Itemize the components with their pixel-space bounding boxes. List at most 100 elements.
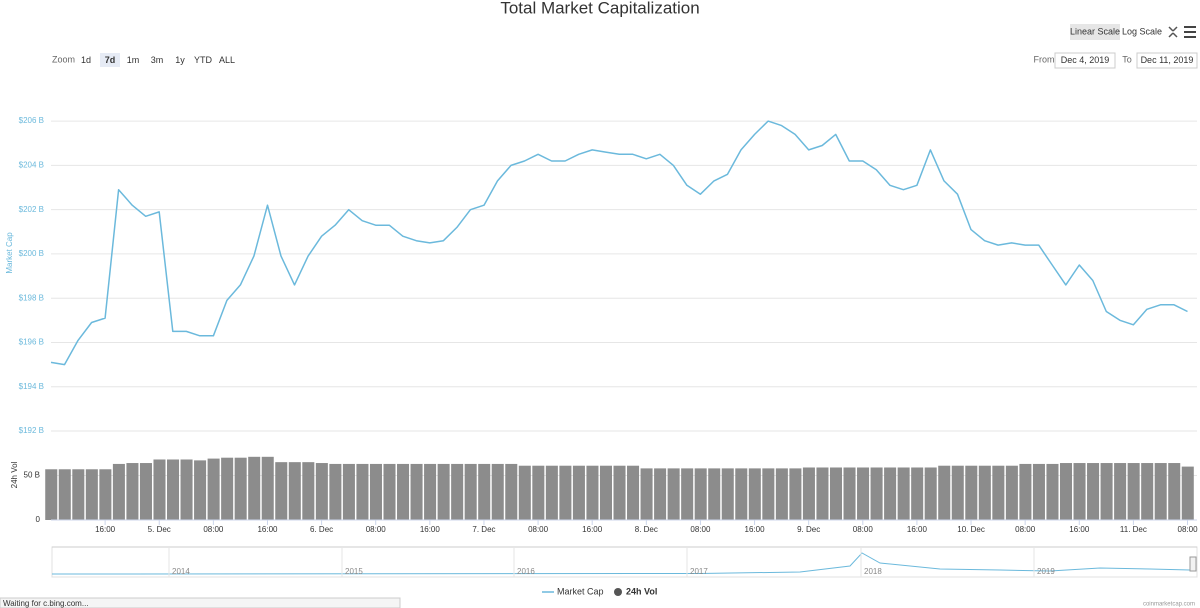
volume-bar <box>194 460 207 520</box>
volume-bar <box>221 457 234 520</box>
volume-bar <box>45 469 58 520</box>
volume-bar <box>775 468 788 520</box>
volume-bar <box>72 469 85 520</box>
navigator-handle[interactable] <box>1189 556 1197 572</box>
navigator-line <box>51 552 1191 575</box>
volume-bar <box>721 468 734 520</box>
volume-bar <box>356 463 369 520</box>
volume-bar <box>816 467 829 520</box>
volume-bar <box>748 468 761 520</box>
volume-bar <box>978 465 991 520</box>
volume-bar <box>1005 465 1018 520</box>
volume-bar <box>640 468 653 520</box>
volume-bar <box>992 465 1005 520</box>
navigator[interactable] <box>51 546 1198 578</box>
volume-bar <box>1114 463 1127 520</box>
volume-bar <box>112 463 125 520</box>
volume-bar <box>302 462 315 520</box>
volume-bar <box>437 463 450 520</box>
legend-label[interactable]: Market Cap <box>557 586 604 596</box>
volume-bar <box>153 459 166 520</box>
x-tick-label: 6. Dec <box>310 525 333 534</box>
y-axis-title: Market Cap <box>5 232 14 274</box>
volume-bar <box>572 465 585 520</box>
x-tick-label: 16:00 <box>1069 525 1090 534</box>
y2-tick-label: 0 <box>36 515 41 524</box>
volume-bar <box>735 468 748 520</box>
volume-bar <box>857 467 870 520</box>
volume-bar <box>126 463 139 520</box>
market-cap-line <box>50 120 1188 366</box>
to-value[interactable]: Dec 11, 2019 <box>1141 55 1194 65</box>
volume-bar <box>843 467 856 520</box>
volume-bar <box>1087 463 1100 520</box>
navigator-label: 2017 <box>690 567 708 576</box>
volume-bar <box>627 465 640 520</box>
x-tick-label: 08:00 <box>1178 525 1199 534</box>
volume-bar <box>965 465 978 520</box>
x-tick-label: 16:00 <box>907 525 928 534</box>
from-value[interactable]: Dec 4, 2019 <box>1061 55 1110 65</box>
volume-bar <box>518 465 531 520</box>
y2-axis-title: 24h Vol <box>10 461 19 488</box>
y-tick-label: $194 B <box>19 382 44 391</box>
zoom-button[interactable]: 3m <box>151 55 164 65</box>
zoom-button[interactable]: YTD <box>194 55 213 65</box>
status-text: Waiting for c.bing.com... <box>3 599 89 608</box>
zoom-button[interactable]: ALL <box>219 55 235 65</box>
volume-bar <box>789 468 802 520</box>
y-tick-label: $196 B <box>19 338 44 347</box>
zoom-button[interactable]: 7d <box>105 55 116 65</box>
volume-bar <box>1073 463 1086 520</box>
y-tick-label: $204 B <box>19 161 44 170</box>
legend-swatch[interactable] <box>614 588 622 596</box>
zoom-button[interactable]: 1m <box>127 55 140 65</box>
volume-bar <box>829 467 843 520</box>
zoom-button[interactable]: 1y <box>175 55 185 65</box>
zoom-button[interactable]: 1d <box>81 55 91 65</box>
x-tick-label: 08:00 <box>366 525 387 534</box>
scale-button[interactable]: Log Scale <box>1122 26 1162 36</box>
volume-bar <box>1059 463 1073 520</box>
volume-bar <box>802 467 815 520</box>
volume-bar <box>207 458 220 520</box>
x-tick-label: 08:00 <box>203 525 224 534</box>
volume-bar <box>1032 463 1045 520</box>
x-tick-label: 5. Dec <box>148 525 171 534</box>
volume-bar <box>654 468 667 520</box>
x-tick-label: 9. Dec <box>797 525 820 534</box>
volume-bar <box>1100 463 1113 520</box>
menu-icon[interactable] <box>1184 26 1196 38</box>
volume-bar <box>85 469 98 520</box>
x-tick-label: 7. Dec <box>472 525 495 534</box>
volume-bar <box>559 465 572 520</box>
volume-bar <box>532 465 545 520</box>
scale-button-active[interactable] <box>1070 24 1120 40</box>
volume-bar <box>1154 463 1167 520</box>
zoom-button-active[interactable] <box>100 53 120 67</box>
from-label: From <box>1034 54 1055 64</box>
to-input[interactable] <box>1136 52 1198 69</box>
chart-title: Total Market Capitalization <box>500 0 699 17</box>
volume-bar <box>383 463 396 520</box>
volume-bar <box>397 463 410 520</box>
volume-bar <box>884 467 897 520</box>
y-tick-label: $206 B <box>19 116 44 125</box>
volume-bar <box>694 468 707 520</box>
volume-bar <box>1127 463 1140 520</box>
legend-label[interactable]: 24h Vol <box>626 586 657 596</box>
volume-bar <box>464 463 477 520</box>
fullscreen-icon[interactable] <box>1168 26 1178 38</box>
x-tick-label: 11. Dec <box>1120 525 1147 534</box>
x-tick-label: 16:00 <box>420 525 441 534</box>
volume-bar <box>708 468 721 520</box>
volume-bar <box>288 462 301 520</box>
volume-bar <box>667 468 680 520</box>
navigator-label: 2018 <box>864 567 882 576</box>
volume-bar <box>938 465 951 520</box>
x-tick-label: 08:00 <box>528 525 549 534</box>
scale-button[interactable]: Linear Scale <box>1070 26 1120 36</box>
from-input[interactable] <box>1054 52 1116 69</box>
to-label: To <box>1122 54 1132 64</box>
